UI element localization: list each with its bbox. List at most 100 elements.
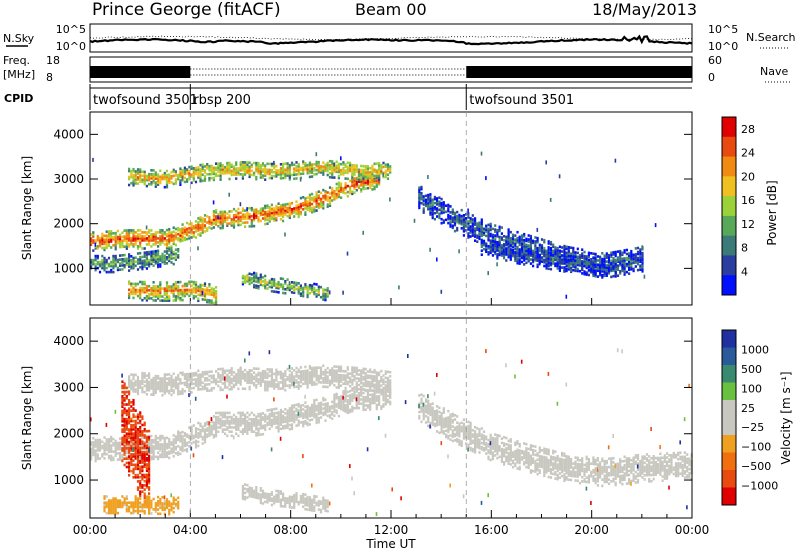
heatmap-cell <box>161 239 164 242</box>
heatmap-cell <box>302 170 305 173</box>
heatmap-cell <box>250 279 253 282</box>
heatmap-cell <box>128 257 131 260</box>
heatmap-cell <box>284 176 287 180</box>
heatmap-cell <box>186 172 189 175</box>
heatmap-cell <box>145 452 148 456</box>
heatmap-cell <box>186 433 189 436</box>
heatmap-cell <box>136 386 140 389</box>
heatmap-cell <box>226 165 229 169</box>
heatmap-cell <box>157 177 160 180</box>
heatmap-cell <box>282 176 285 180</box>
heatmap-cell <box>128 461 131 465</box>
heatmap-cell <box>148 386 151 390</box>
heatmap-cell <box>331 199 334 202</box>
heatmap-cell <box>150 382 153 386</box>
heatmap-cell <box>190 280 193 284</box>
heatmap-cell <box>491 241 494 245</box>
heatmap-cell <box>136 473 140 477</box>
heatmap-cell <box>469 225 472 228</box>
heatmap-cell <box>244 173 247 176</box>
heatmap-cell <box>161 260 164 264</box>
heatmap-cell <box>429 203 432 206</box>
heatmap-cell <box>619 259 622 263</box>
heatmap-cell <box>134 501 137 504</box>
heatmap-cell <box>174 299 177 302</box>
heatmap-cell <box>487 253 490 256</box>
heatmap-cell <box>141 465 144 468</box>
heatmap-cell <box>157 502 160 505</box>
heatmap-cell <box>570 263 573 266</box>
freq-tick-top: 18 <box>46 54 60 67</box>
heatmap-cell <box>543 264 546 268</box>
heatmap-cell <box>188 175 191 179</box>
heatmap-cell <box>221 214 224 218</box>
heatmap-cell <box>572 261 575 264</box>
heatmap-cell <box>567 260 570 264</box>
heatmap-cell <box>456 220 459 224</box>
heatmap-cell <box>270 174 273 178</box>
heatmap-cell <box>174 281 177 284</box>
heatmap-cell <box>570 256 573 260</box>
heatmap-cell <box>161 235 164 238</box>
heatmap-cell <box>105 444 108 447</box>
heatmap-cell <box>436 203 439 206</box>
heatmap-cell <box>581 252 584 255</box>
heatmap-cell <box>208 216 211 219</box>
heatmap-cell <box>235 426 238 429</box>
heatmap-cell <box>322 169 325 172</box>
heatmap-cell <box>630 249 633 253</box>
heatmap-cell <box>288 170 291 173</box>
heatmap-cell <box>259 279 262 283</box>
heatmap-speckle <box>558 174 561 179</box>
heatmap-cell <box>371 168 374 172</box>
heatmap-cell <box>181 233 184 236</box>
heatmap-cell <box>239 211 242 215</box>
heatmap-cell <box>139 290 142 294</box>
heatmap-cell <box>125 428 128 431</box>
heatmap-cell <box>453 221 457 225</box>
heatmap-cell <box>157 253 160 257</box>
heatmap-cell <box>139 471 142 475</box>
heatmap-cell <box>250 489 253 492</box>
heatmap-cell <box>549 259 553 263</box>
heatmap-cell <box>264 168 267 171</box>
heatmap-cell <box>286 164 289 167</box>
heatmap-cell <box>116 237 119 241</box>
heatmap-cell <box>150 441 153 444</box>
heatmap-cell <box>143 465 146 468</box>
heatmap-cell <box>273 209 276 212</box>
heatmap-cell <box>239 368 242 372</box>
heatmap-cell <box>157 385 160 388</box>
heatmap-cell <box>315 205 318 208</box>
heatmap-cell <box>145 286 148 290</box>
heatmap-cell <box>132 455 135 458</box>
heatmap-cell <box>253 214 256 218</box>
heatmap-cell <box>172 438 175 441</box>
heatmap-cell <box>134 432 137 435</box>
heatmap-cell <box>244 217 247 220</box>
heatmap-cell <box>331 187 334 190</box>
heatmap-cell <box>105 448 108 452</box>
heatmap-cell <box>177 177 180 181</box>
heatmap-cell <box>145 393 148 396</box>
heatmap-cell <box>241 413 244 417</box>
heatmap-cell <box>279 208 282 211</box>
heatmap-cell <box>92 260 95 264</box>
heatmap-cell <box>612 269 615 272</box>
heatmap-cell <box>145 380 148 384</box>
heatmap-cell <box>132 184 135 187</box>
heatmap-cell <box>520 240 524 243</box>
heatmap-cell <box>119 447 122 451</box>
heatmap-cell <box>143 290 146 294</box>
heatmap-cell <box>489 243 492 247</box>
heatmap-cell <box>148 429 151 433</box>
heatmap-cell <box>181 437 184 440</box>
heatmap-cell <box>154 434 157 438</box>
heatmap-cell <box>177 451 180 454</box>
heatmap-cell <box>194 429 198 432</box>
heatmap-cell <box>259 166 262 169</box>
heatmap-cell <box>237 211 240 215</box>
heatmap-cell <box>244 415 247 419</box>
heatmap-cell <box>161 445 164 448</box>
heatmap-cell <box>266 210 269 213</box>
